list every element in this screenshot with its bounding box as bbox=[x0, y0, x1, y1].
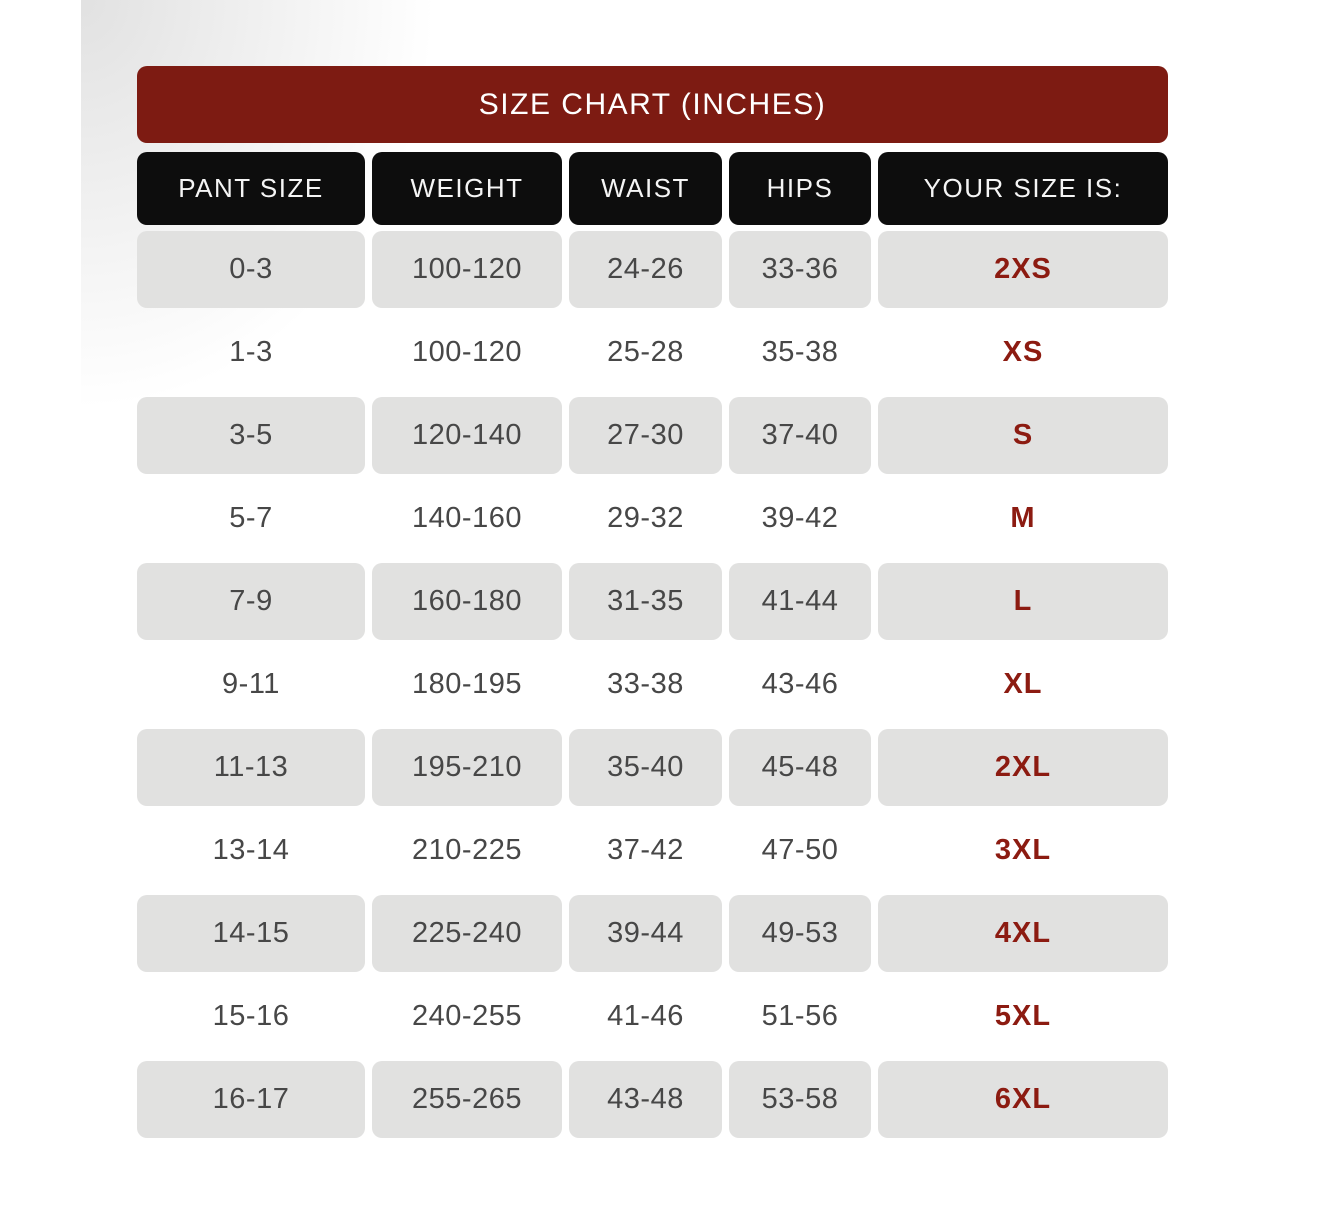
cell-weight: 120-140 bbox=[372, 397, 562, 474]
cell-your-size: 2XS bbox=[878, 231, 1168, 308]
cell-weight: 160-180 bbox=[372, 563, 562, 640]
cell-hips: 53-58 bbox=[729, 1061, 871, 1138]
size-chart-table: PANT SIZE WEIGHT WAIST HIPS YOUR SIZE IS… bbox=[137, 152, 1168, 1138]
cell-hips: 33-36 bbox=[729, 231, 871, 308]
cell-waist: 41-46 bbox=[607, 1000, 684, 1032]
cell-your-size: S bbox=[878, 397, 1168, 474]
cell-weight: 100-120 bbox=[412, 336, 522, 368]
cell-waist: 29-32 bbox=[607, 502, 684, 534]
column-header-your-size: YOUR SIZE IS: bbox=[878, 152, 1168, 225]
cell-waist: 27-30 bbox=[569, 397, 722, 474]
column-header-waist: WAIST bbox=[569, 152, 722, 225]
size-chart-title: SIZE CHART (INCHES) bbox=[137, 66, 1168, 143]
size-chart: SIZE CHART (INCHES) PANT SIZE WEIGHT WAI… bbox=[137, 66, 1168, 1138]
cell-your-size: 2XL bbox=[878, 729, 1168, 806]
column-header-pant-size: PANT SIZE bbox=[137, 152, 365, 225]
cell-your-size: 6XL bbox=[878, 1061, 1168, 1138]
cell-pant-size: 13-14 bbox=[212, 834, 290, 866]
cell-pant-size: 7-9 bbox=[137, 563, 365, 640]
cell-hips: 51-56 bbox=[761, 1000, 839, 1032]
cell-weight: 180-195 bbox=[412, 668, 522, 700]
cell-waist: 37-42 bbox=[607, 834, 684, 866]
cell-waist: 24-26 bbox=[569, 231, 722, 308]
cell-pant-size: 1-3 bbox=[229, 336, 273, 368]
cell-your-size: L bbox=[878, 563, 1168, 640]
cell-weight: 100-120 bbox=[372, 231, 562, 308]
cell-hips: 49-53 bbox=[729, 895, 871, 972]
cell-weight: 210-225 bbox=[412, 834, 522, 866]
cell-hips: 45-48 bbox=[729, 729, 871, 806]
cell-pant-size: 9-11 bbox=[222, 668, 280, 700]
column-header-hips: HIPS bbox=[729, 152, 871, 225]
cell-pant-size: 16-17 bbox=[137, 1061, 365, 1138]
cell-weight: 255-265 bbox=[372, 1061, 562, 1138]
cell-hips: 39-42 bbox=[761, 502, 839, 534]
cell-weight: 240-255 bbox=[412, 1000, 522, 1032]
cell-pant-size: 0-3 bbox=[137, 231, 365, 308]
cell-your-size: 3XL bbox=[994, 834, 1052, 866]
cell-weight: 195-210 bbox=[372, 729, 562, 806]
cell-pant-size: 5-7 bbox=[229, 502, 273, 534]
cell-weight: 225-240 bbox=[372, 895, 562, 972]
cell-pant-size: 15-16 bbox=[212, 1000, 290, 1032]
cell-pant-size: 3-5 bbox=[137, 397, 365, 474]
cell-waist: 31-35 bbox=[569, 563, 722, 640]
cell-waist: 25-28 bbox=[607, 336, 684, 368]
cell-your-size: XS bbox=[1002, 336, 1044, 368]
cell-waist: 43-48 bbox=[569, 1061, 722, 1138]
cell-your-size: 5XL bbox=[994, 1000, 1052, 1032]
column-header-weight: WEIGHT bbox=[372, 152, 562, 225]
cell-weight: 140-160 bbox=[412, 502, 522, 534]
cell-hips: 47-50 bbox=[761, 834, 839, 866]
cell-waist: 35-40 bbox=[569, 729, 722, 806]
cell-hips: 41-44 bbox=[729, 563, 871, 640]
cell-your-size: M bbox=[1010, 502, 1036, 534]
cell-your-size: XL bbox=[1003, 668, 1043, 700]
cell-hips: 37-40 bbox=[729, 397, 871, 474]
cell-pant-size: 14-15 bbox=[137, 895, 365, 972]
cell-waist: 33-38 bbox=[607, 668, 684, 700]
cell-pant-size: 11-13 bbox=[137, 729, 365, 806]
cell-hips: 35-38 bbox=[761, 336, 839, 368]
cell-your-size: 4XL bbox=[878, 895, 1168, 972]
cell-waist: 39-44 bbox=[569, 895, 722, 972]
cell-hips: 43-46 bbox=[761, 668, 839, 700]
